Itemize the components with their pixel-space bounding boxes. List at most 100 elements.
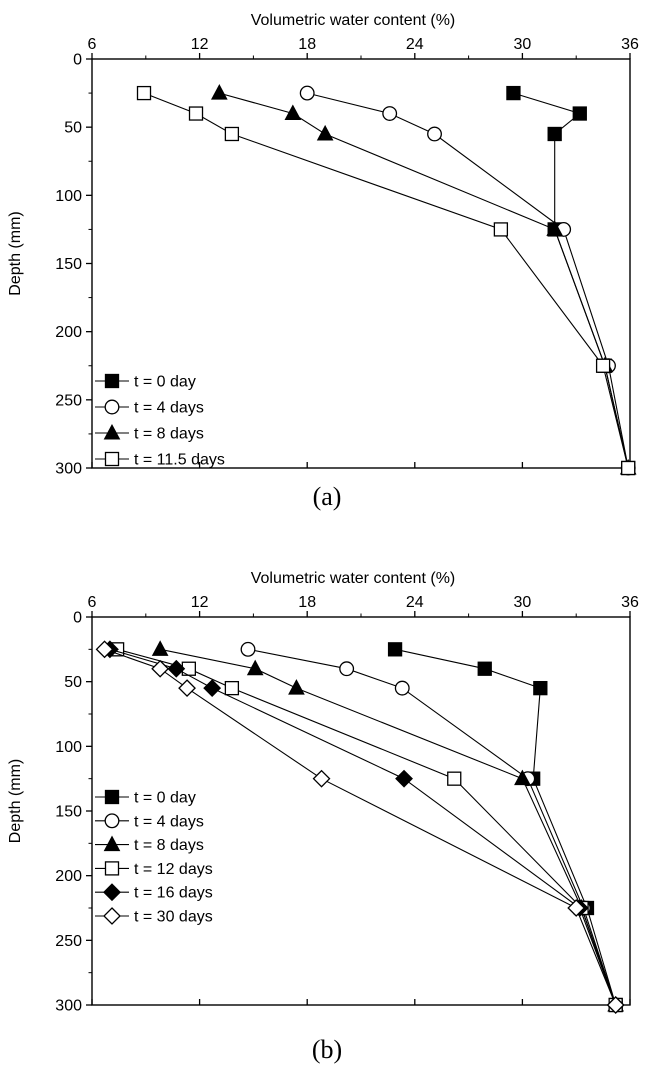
data-point <box>567 899 586 917</box>
y-tick-label: 0 <box>73 610 82 627</box>
y-tick-label: 0 <box>73 52 82 69</box>
data-point <box>339 661 355 677</box>
x-tick-label: 30 <box>514 594 532 611</box>
series-6 <box>95 640 625 1014</box>
data-point <box>203 679 222 698</box>
x-tick-label: 30 <box>514 36 532 53</box>
data-point <box>572 106 587 121</box>
series-2 <box>299 85 636 476</box>
y-tick-label: 100 <box>55 188 82 205</box>
series-3 <box>210 84 637 475</box>
y-tick-label: 100 <box>55 739 82 756</box>
legend-label: t = 30 days <box>134 909 213 926</box>
data-point <box>394 680 410 696</box>
data-point <box>224 680 240 696</box>
y-tick-label: 250 <box>55 392 82 409</box>
series-line <box>247 648 617 1006</box>
data-point <box>240 641 256 657</box>
x-tick-label: 18 <box>298 36 316 53</box>
x-tick-label: 12 <box>191 36 209 53</box>
data-point <box>167 659 186 678</box>
data-point <box>288 679 305 695</box>
x-tick-label: 12 <box>191 594 209 611</box>
series-line <box>307 92 629 469</box>
data-point <box>533 680 548 696</box>
data-point <box>246 659 264 676</box>
data-point <box>284 104 302 121</box>
data-point <box>299 85 315 101</box>
legend-label: t = 12 days <box>134 861 213 878</box>
legend-label: t = 0 day <box>134 790 196 807</box>
x-tick-label: 6 <box>88 594 97 611</box>
data-point <box>188 106 204 121</box>
chart-panel-b: 6 12 18 24 30 36 0 50 100 150 200 250 300 Volumetric … <box>7 570 639 1015</box>
plot-frame <box>91 616 631 1006</box>
y-tick-label: 300 <box>55 461 82 478</box>
data-point <box>312 769 331 788</box>
panel-b-caption: (b) <box>312 1035 342 1064</box>
data-point <box>546 220 564 236</box>
legend-marker <box>104 373 120 389</box>
legend-marker <box>104 789 120 805</box>
panel-a-caption: (a) <box>313 482 342 511</box>
x-tick-label: 36 <box>621 594 639 611</box>
y-axis-title: Depth (mm) <box>7 211 24 295</box>
data-point <box>493 222 509 237</box>
data-point <box>136 85 152 101</box>
data-point <box>506 85 521 101</box>
legend-label: t = 11.5 days <box>134 452 225 469</box>
legend-marker <box>104 861 120 876</box>
data-point <box>210 84 228 100</box>
y-tick-label: 200 <box>55 868 82 885</box>
data-point <box>477 661 492 676</box>
x-axis-title: Volumetric water content (%) <box>251 570 456 587</box>
legend-marker <box>104 451 120 467</box>
legend-label: t = 0 day <box>134 374 196 391</box>
data-point <box>151 659 170 678</box>
data-point <box>606 996 625 1014</box>
data-point <box>316 124 334 141</box>
legend-marker <box>103 835 121 852</box>
y-tick-label: 200 <box>55 324 82 341</box>
data-point <box>595 358 611 373</box>
x-tick-label: 24 <box>406 36 424 53</box>
legend-label: t = 16 days <box>134 885 213 902</box>
legend-label: t = 4 days <box>134 813 204 830</box>
legend-marker <box>103 423 121 440</box>
y-tick-label: 250 <box>55 933 82 950</box>
x-tick-label: 6 <box>88 36 97 53</box>
series-line <box>513 92 629 469</box>
series-2 <box>240 641 624 1013</box>
legend-marker <box>103 907 121 925</box>
legend: t = 0 day t = 4 days t = 8 days t = 12 days… <box>95 790 213 926</box>
x-tick-label: 18 <box>298 594 316 611</box>
data-point <box>387 642 403 657</box>
data-point <box>178 679 196 698</box>
series-line <box>104 648 617 1006</box>
series-line <box>143 92 629 469</box>
legend: t = 0 day t = 4 days t = 8 days t = 11.5 da… <box>95 374 225 469</box>
series-4 <box>136 85 636 476</box>
data-point <box>382 106 398 121</box>
legend-label: t = 8 days <box>134 426 204 443</box>
data-point <box>447 771 462 786</box>
x-tick-label: 24 <box>406 594 424 611</box>
data-point <box>547 126 562 142</box>
data-point <box>621 460 636 476</box>
x-tick-label: 36 <box>621 36 639 53</box>
chart-panel-a: 6 12 18 24 30 36 0 50 100 150 200 250 300 Volumetric … <box>7 12 639 478</box>
series-line <box>159 648 617 1006</box>
y-tick-label: 50 <box>64 674 82 691</box>
legend-label: t = 4 days <box>134 400 204 417</box>
x-axis-title: Volumetric water content (%) <box>251 12 456 29</box>
data-point <box>224 126 240 142</box>
series-1 <box>387 642 623 1013</box>
legend-marker <box>103 883 121 902</box>
data-point <box>427 126 442 142</box>
data-point <box>514 769 531 786</box>
data-point <box>151 640 169 656</box>
y-axis-title: Depth (mm) <box>7 759 24 843</box>
y-tick-label: 150 <box>55 804 82 821</box>
data-point <box>395 769 413 788</box>
